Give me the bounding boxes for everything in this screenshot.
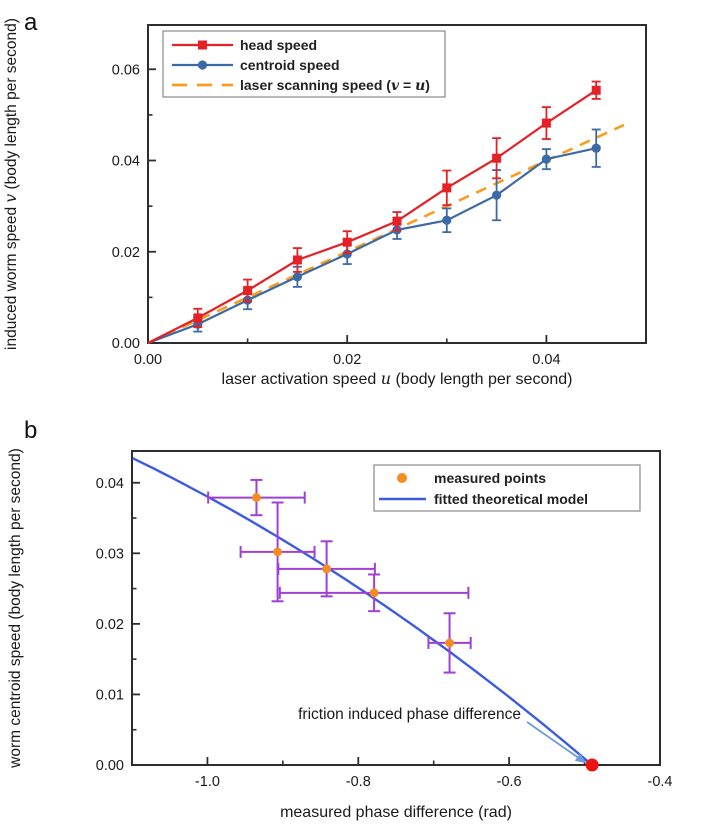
measured-point bbox=[322, 564, 332, 574]
friction-point bbox=[585, 758, 599, 772]
y-tick-label: 0.01 bbox=[96, 687, 124, 703]
square-marker bbox=[392, 216, 402, 226]
legend-label: centroid speed bbox=[240, 57, 340, 73]
legend-item: laser scanning speed (v = u) bbox=[172, 77, 430, 94]
circle-marker bbox=[442, 215, 452, 225]
y-axis-title: worm centroid speed (body length per sec… bbox=[7, 448, 24, 769]
legend: measured points fitted theoretical model bbox=[373, 464, 641, 512]
square-marker bbox=[243, 286, 253, 296]
square-marker bbox=[541, 118, 551, 128]
y-tick-label: 0.00 bbox=[112, 336, 140, 352]
plot-frame bbox=[147, 24, 647, 344]
y-tick-label: 0.04 bbox=[112, 154, 140, 170]
head-speed-error-bars bbox=[193, 80, 601, 328]
friction-annotation-text: friction induced phase difference bbox=[298, 706, 521, 723]
x-axis-title: laser activation speed u (body length pe… bbox=[222, 369, 573, 388]
square-marker bbox=[342, 237, 352, 247]
y-axis: 0.00 0.02 0.04 0.06 bbox=[112, 62, 156, 352]
axes: 0.00 0.02 0.04 0.00 0.02 0.04 0.06 laser activa… bbox=[2, 18, 647, 388]
legend: head speed centroid speed laser scanning s… bbox=[162, 30, 446, 98]
y-tick-label: 0.03 bbox=[96, 546, 124, 562]
x-axis-title: measured phase difference (rad) bbox=[280, 804, 512, 821]
square-marker bbox=[492, 153, 502, 163]
y-axis: 0.00 0.01 0.02 0.03 0.04 bbox=[96, 476, 140, 774]
y-tick-label: 0.06 bbox=[112, 62, 140, 78]
legend-label: measured points bbox=[434, 470, 546, 486]
legend-item: fitted theoretical model bbox=[379, 491, 588, 507]
y-axis-title: induced worm speed v (body length per se… bbox=[2, 18, 20, 350]
circle-marker bbox=[492, 190, 502, 200]
legend-item: head speed bbox=[172, 37, 317, 53]
measured-point bbox=[273, 547, 282, 557]
legend-item: measured points bbox=[397, 470, 546, 486]
x-axis: 0.00 0.02 0.04 bbox=[134, 335, 561, 368]
x-tick-label: -1.0 bbox=[195, 774, 220, 790]
legend-dot-marker bbox=[397, 473, 407, 483]
measured-point bbox=[369, 588, 379, 598]
panel-a-chart: 0.00 0.02 0.04 0.00 0.02 0.04 0.06 laser activa… bbox=[2, 9, 647, 388]
annotation-arrowhead bbox=[574, 753, 587, 764]
y-tick-label: 0.04 bbox=[96, 476, 124, 492]
circle-marker bbox=[292, 272, 302, 282]
head-speed-line bbox=[147, 89, 597, 344]
square-marker bbox=[442, 183, 452, 193]
x-tick-label: 0.00 bbox=[134, 352, 162, 368]
legend-box bbox=[373, 464, 641, 512]
x-tick-label: -0.4 bbox=[648, 774, 673, 790]
legend-square-marker bbox=[198, 40, 207, 50]
series-measured-points bbox=[207, 478, 472, 674]
x-tick-label: -0.6 bbox=[497, 774, 522, 790]
x-axis: -1.0 -0.8 -0.6 -0.4 bbox=[195, 757, 673, 790]
panel-letter: a bbox=[24, 9, 38, 36]
centroid-speed-line bbox=[147, 147, 597, 345]
legend-circle-marker bbox=[197, 60, 208, 70]
panel-b-chart: -1.0 -0.8 -0.6 -0.4 0.00 0.01 0.02 0.03 0.04 meas… bbox=[7, 417, 673, 821]
plot-frame bbox=[131, 450, 661, 766]
circle-marker bbox=[342, 249, 352, 259]
legend-label: fitted theoretical model bbox=[434, 491, 588, 507]
legend-label: laser scanning speed (v = u) bbox=[240, 77, 430, 94]
axes: -1.0 -0.8 -0.6 -0.4 0.00 0.01 0.02 0.03 0.04 meas… bbox=[7, 448, 673, 821]
square-marker bbox=[292, 255, 302, 265]
annotation-arrow-line bbox=[526, 721, 584, 762]
panel-letter: b bbox=[24, 417, 37, 444]
series-head-speed bbox=[147, 80, 601, 344]
legend-label: head speed bbox=[240, 37, 317, 53]
circle-marker bbox=[541, 154, 552, 164]
legend-item: centroid speed bbox=[172, 57, 340, 73]
circle-marker bbox=[591, 143, 601, 153]
x-tick-label: 0.04 bbox=[532, 352, 560, 368]
square-marker bbox=[193, 313, 203, 323]
head-speed-markers bbox=[193, 85, 601, 323]
square-marker bbox=[591, 85, 601, 95]
x-tick-label: 0.02 bbox=[333, 352, 361, 368]
y-tick-label: 0.02 bbox=[96, 617, 124, 633]
x-tick-label: -0.8 bbox=[346, 774, 371, 790]
y-tick-label: 0.00 bbox=[96, 758, 124, 774]
friction-annotation: friction induced phase difference bbox=[298, 706, 599, 772]
measured-point bbox=[252, 493, 261, 502]
measured-point bbox=[445, 638, 454, 648]
series-centroid-speed bbox=[147, 128, 601, 345]
y-tick-label: 0.02 bbox=[112, 245, 140, 261]
